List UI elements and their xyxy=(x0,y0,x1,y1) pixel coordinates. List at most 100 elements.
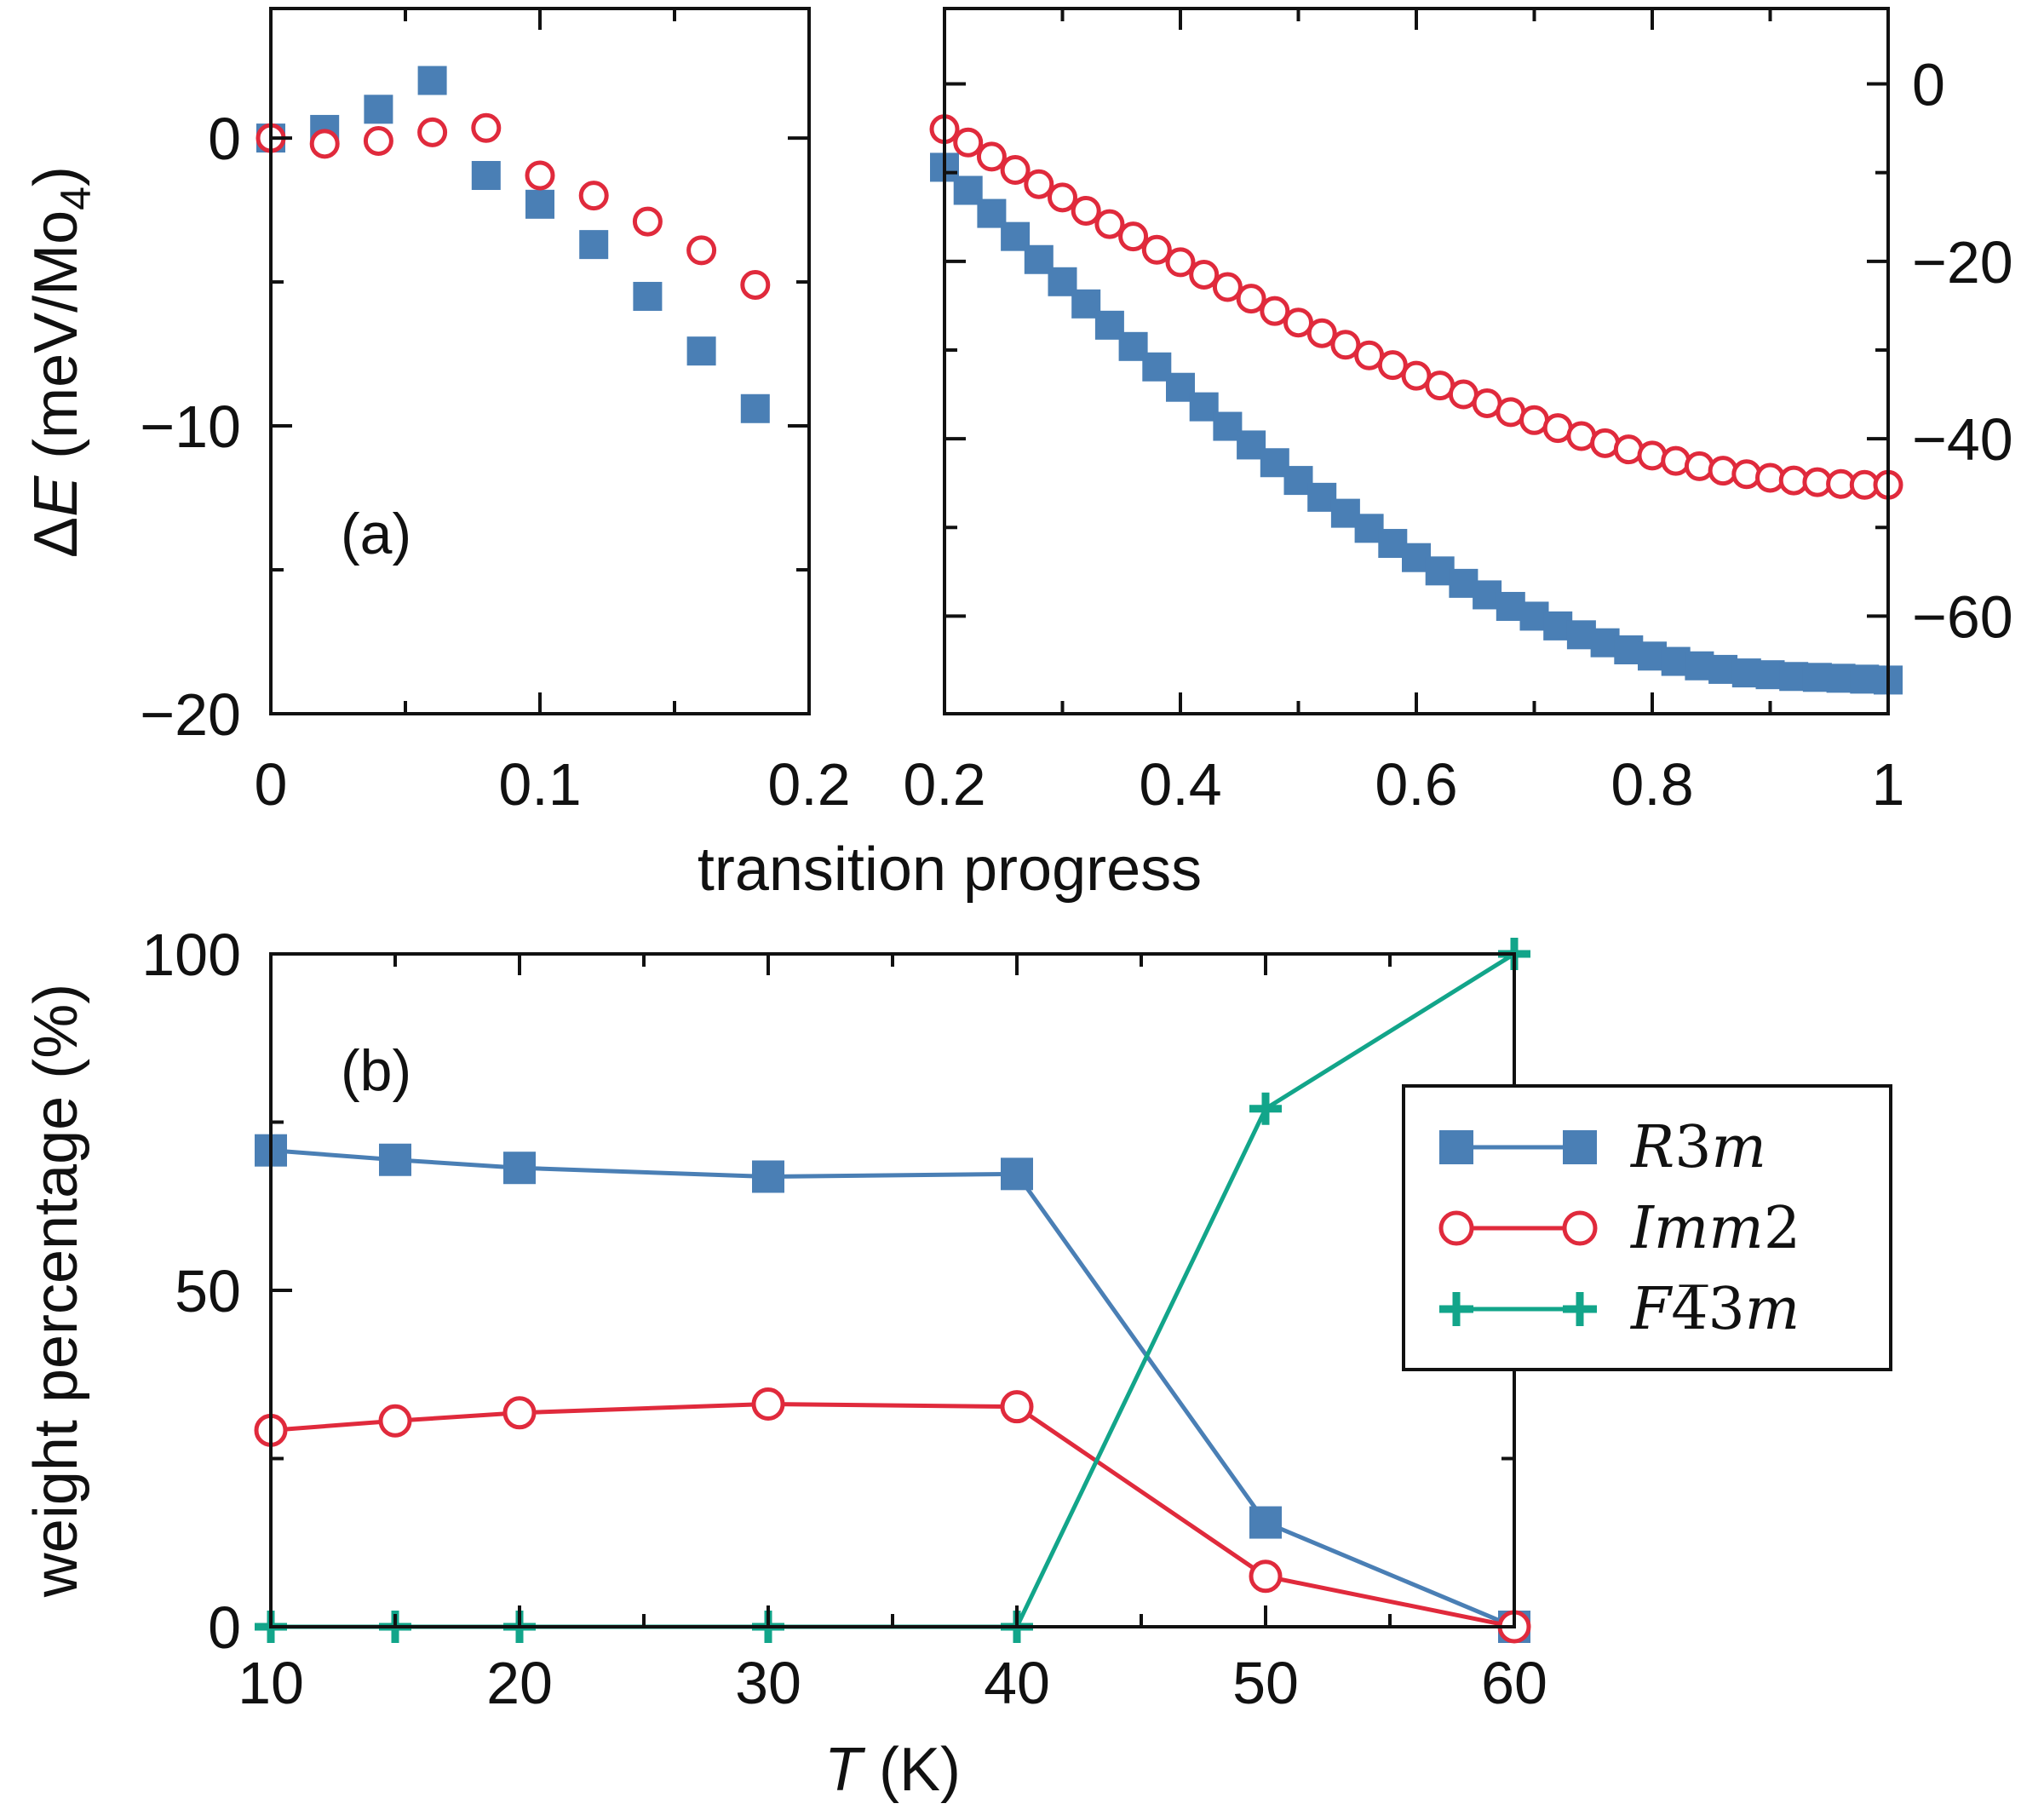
data-point-imm2-a-right xyxy=(1071,195,1101,226)
panel-a-y-axis-title: ΔE (meV/Mo4) xyxy=(22,166,100,558)
y-tick-label: −20 xyxy=(140,681,241,748)
data-point-imm2-a-left xyxy=(686,235,717,266)
legend-marker-r3m xyxy=(1439,1130,1473,1164)
panel-b-frame xyxy=(269,952,1516,1628)
series-line-r3m xyxy=(270,1148,1515,1629)
legend-label-imm2: Imm2 xyxy=(1629,1195,1800,1262)
panel-b-label: (b) xyxy=(341,1038,411,1103)
y-tick-label: 100 xyxy=(141,922,241,988)
data-point-imm2-b xyxy=(502,1396,537,1430)
data-point-imm2-a-right xyxy=(1189,259,1220,290)
panel-b-ticks xyxy=(269,952,1516,1628)
data-point-imm2-a-right xyxy=(976,141,1007,172)
data-point-imm2-a-right xyxy=(1661,445,1691,476)
x-tick-label: 0.4 xyxy=(1139,751,1221,818)
data-point-imm2-b xyxy=(1249,1559,1283,1594)
legend-marker-f43m xyxy=(1439,1292,1473,1326)
data-point-r3m-a-left xyxy=(525,189,554,219)
data-point-f43m-b xyxy=(1249,1092,1282,1125)
legend-marker-r3m xyxy=(1563,1130,1597,1164)
panel-a-left-marks xyxy=(256,66,771,423)
y-tick-label: −20 xyxy=(1912,229,2013,296)
panel-b-y-axis-title: weight percentage (%) xyxy=(22,984,90,1598)
x-tick-label: 1 xyxy=(1872,751,1905,818)
legend-marker-f43m xyxy=(1563,1292,1597,1326)
y-tick-label: −60 xyxy=(1912,583,2013,650)
data-point-imm2-a-right xyxy=(1094,209,1125,239)
y-tick-label: 0 xyxy=(208,106,241,172)
data-point-r3m-a-left xyxy=(740,393,770,423)
y-tick-label: −40 xyxy=(1912,406,2013,473)
x-tick-label: 0.1 xyxy=(498,751,581,818)
panel-a-right-marks xyxy=(929,114,1903,695)
panel-a-left: 0 0.1 0.2 0 −10 −20 (a) ΔE (meV/Mo4) xyxy=(22,7,851,818)
panel-a-right-ticks xyxy=(943,9,1890,714)
data-point-imm2-a-left xyxy=(740,269,771,300)
panel-a-right-tick-labels: 0.2 0.4 0.6 0.8 1 0 −20 −40 −60 xyxy=(903,52,2012,818)
data-point-r3m-b xyxy=(752,1160,784,1193)
data-point-imm2-a-right xyxy=(1708,456,1738,486)
data-point-imm2-a-right xyxy=(1000,155,1031,186)
data-point-imm2-a-right xyxy=(1377,350,1408,381)
data-point-imm2-a-right xyxy=(1024,169,1054,199)
data-point-imm2-a-right xyxy=(1118,221,1149,252)
data-point-r3m-a-left xyxy=(364,95,393,124)
data-point-imm2-a-left xyxy=(632,206,663,237)
legend-marker-imm2 xyxy=(1562,1210,1598,1246)
data-point-imm2-a-right xyxy=(1141,234,1172,265)
data-point-imm2-a-right xyxy=(1306,318,1337,348)
panel-a-left-ticks xyxy=(269,9,811,715)
data-point-imm2-a-right xyxy=(1684,451,1714,481)
data-point-imm2-b xyxy=(1000,1390,1034,1424)
data-point-imm2-a-right xyxy=(1283,307,1313,338)
panel-a-left-frame xyxy=(269,7,811,715)
legend-label-f43m: F4̅3m xyxy=(1629,1276,1800,1343)
panel-b-marks xyxy=(254,938,1531,1644)
legend-markers xyxy=(1438,1130,1598,1326)
data-point-imm2-a-right xyxy=(1731,459,1762,490)
data-point-imm2-a-right xyxy=(1637,440,1668,471)
data-point-r3m-a-left xyxy=(417,66,447,95)
y-tick-label: 0 xyxy=(208,1594,241,1661)
series-line-f43m xyxy=(271,951,1516,1629)
x-tick-label: 60 xyxy=(1481,1650,1547,1716)
legend: R3m Imm2 F4̅3m xyxy=(1402,1084,1892,1371)
shared-x-axis-title: transition progress xyxy=(698,836,1202,904)
data-point-r3m-a-left xyxy=(686,336,716,366)
panel-a-label: (a) xyxy=(341,502,411,566)
data-point-imm2-a-left xyxy=(309,129,340,159)
data-point-imm2-a-right xyxy=(1165,247,1196,278)
x-tick-label: 0.2 xyxy=(767,751,850,818)
x-tick-label: 50 xyxy=(1232,1650,1299,1716)
data-point-imm2-b xyxy=(751,1387,785,1422)
data-point-imm2-a-right xyxy=(1330,330,1361,360)
panel-b-tick-labels: 10 20 30 40 50 60 0 50 100 xyxy=(141,922,1547,1716)
x-tick-label: 10 xyxy=(238,1650,304,1716)
data-point-r3m-b xyxy=(1001,1157,1033,1191)
data-point-imm2-a-right xyxy=(1260,296,1290,326)
x-tick-label: 0 xyxy=(255,751,288,818)
legend-marker-imm2 xyxy=(1438,1210,1474,1246)
data-point-imm2-a-left xyxy=(525,160,555,191)
data-point-imm2-b xyxy=(378,1404,412,1438)
x-tick-label: 40 xyxy=(984,1650,1050,1716)
data-point-imm2-a-right xyxy=(953,127,984,158)
x-tick-label: 0.2 xyxy=(903,751,985,818)
data-point-imm2-a-left xyxy=(363,125,393,156)
x-tick-label: 0.8 xyxy=(1611,751,1693,818)
x-tick-label: 20 xyxy=(486,1650,553,1716)
panel-b: 10 20 30 40 50 60 0 50 100 (b) weight percentage… xyxy=(22,922,1892,1804)
x-tick-label: 30 xyxy=(735,1650,801,1716)
data-point-imm2-a-left xyxy=(471,112,502,143)
data-point-imm2-a-right xyxy=(1236,284,1266,314)
data-point-imm2-a-left xyxy=(578,181,609,211)
data-point-imm2-a-left xyxy=(417,117,448,147)
y-tick-label: −10 xyxy=(140,393,241,460)
series-line-imm2 xyxy=(270,1402,1515,1629)
data-point-r3m-a-left xyxy=(471,161,501,191)
panel-a-right: 0.2 0.4 0.6 0.8 1 0 −20 −40 −60 xyxy=(903,7,2013,818)
data-point-r3m-a-left xyxy=(579,230,609,260)
y-tick-label: 50 xyxy=(175,1258,241,1324)
x-tick-label: 0.6 xyxy=(1375,751,1457,818)
